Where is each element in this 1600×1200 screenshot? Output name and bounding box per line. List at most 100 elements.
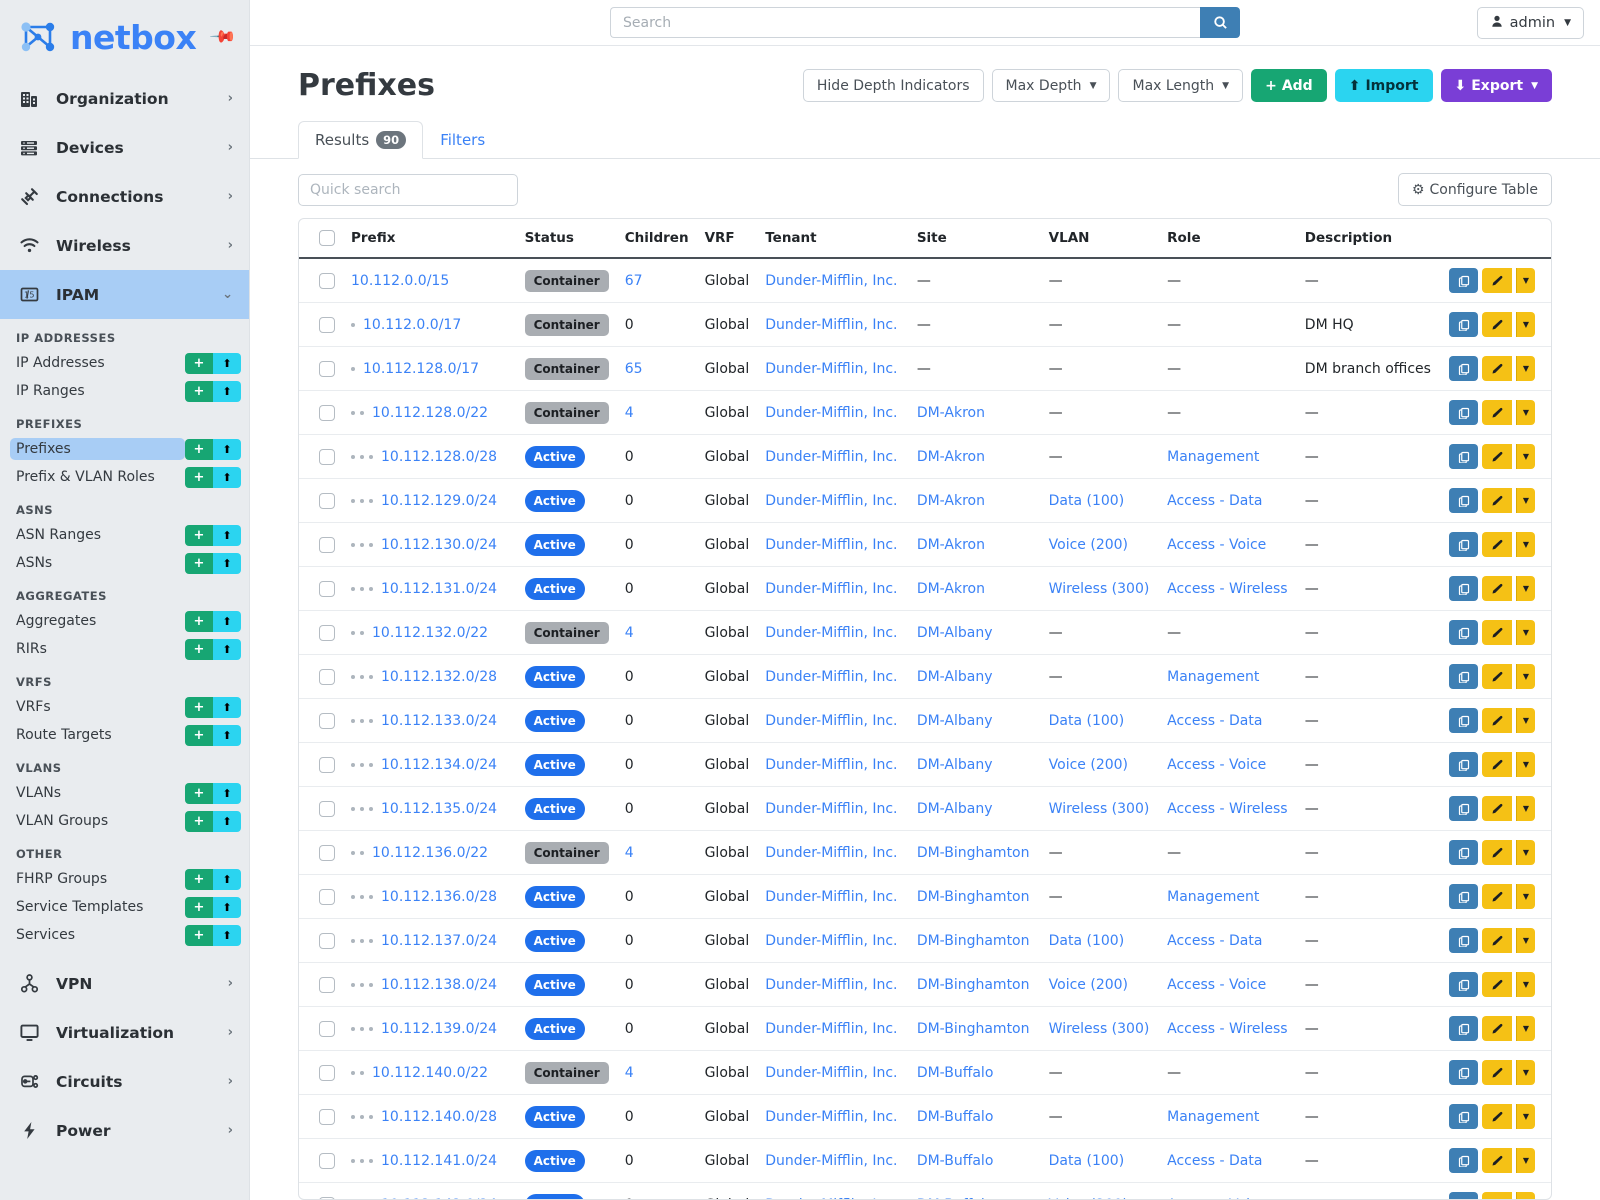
row-checkbox[interactable]	[319, 580, 335, 597]
row-more-dropdown[interactable]: ▼	[1516, 1016, 1535, 1041]
tab-filters[interactable]: Filters	[423, 121, 502, 159]
column-header-description[interactable]: Description	[1296, 219, 1439, 259]
column-header-vlan[interactable]: VLAN	[1040, 219, 1160, 259]
site-link[interactable]: DM-Binghamton	[916, 888, 1030, 905]
column-header-prefix[interactable]: Prefix	[343, 219, 517, 259]
tenant-link[interactable]: Dunder-Mifflin, Inc.	[765, 448, 898, 465]
site-link[interactable]: DM-Albany	[916, 668, 993, 685]
sidebar-item-ip-addresses[interactable]: IP Addresses + ⬆	[0, 349, 249, 377]
clone-button[interactable]	[1449, 268, 1478, 293]
sidebar-item-devices[interactable]: Devices ›	[0, 123, 249, 172]
sidebar-item-route-targets[interactable]: Route Targets + ⬆	[0, 721, 249, 749]
vlan-link[interactable]: Data (100)	[1048, 712, 1125, 729]
children-link[interactable]: 4	[624, 1064, 634, 1081]
plus-icon[interactable]: +	[185, 810, 213, 832]
column-header-children[interactable]: Children	[616, 219, 697, 259]
edit-button[interactable]	[1482, 356, 1512, 381]
tenant-link[interactable]: Dunder-Mifflin, Inc.	[765, 1020, 898, 1037]
upload-icon[interactable]: ⬆	[213, 552, 241, 574]
upload-icon[interactable]: ⬆	[213, 524, 241, 546]
role-link[interactable]: Access - Wireless	[1167, 580, 1288, 597]
tenant-link[interactable]: Dunder-Mifflin, Inc.	[765, 492, 898, 509]
row-checkbox[interactable]	[319, 624, 335, 641]
upload-icon[interactable]: ⬆	[213, 696, 241, 718]
tenant-link[interactable]: Dunder-Mifflin, Inc.	[765, 888, 898, 905]
site-link[interactable]: DM-Buffalo	[916, 1108, 994, 1125]
tenant-link[interactable]: Dunder-Mifflin, Inc.	[765, 360, 898, 377]
row-more-dropdown[interactable]: ▼	[1516, 752, 1535, 777]
vlan-link[interactable]: Wireless (300)	[1048, 800, 1150, 817]
plus-icon[interactable]: +	[185, 724, 213, 746]
tenant-link[interactable]: Dunder-Mifflin, Inc.	[765, 1108, 898, 1125]
row-more-dropdown[interactable]: ▼	[1516, 840, 1535, 865]
tenant-link[interactable]: Dunder-Mifflin, Inc.	[765, 536, 898, 553]
clone-button[interactable]	[1449, 752, 1478, 777]
row-more-dropdown[interactable]: ▼	[1516, 532, 1535, 557]
column-header-vrf[interactable]: VRF	[696, 219, 758, 259]
prefix-link[interactable]: 10.112.131.0/24	[381, 580, 498, 597]
prefix-link[interactable]: 10.112.135.0/24	[381, 800, 498, 817]
children-link[interactable]: 4	[624, 844, 634, 861]
max-length-dropdown[interactable]: Max Length ▼	[1118, 69, 1244, 102]
row-checkbox[interactable]	[319, 668, 335, 685]
search-input[interactable]	[610, 7, 1200, 38]
clone-button[interactable]	[1449, 1192, 1478, 1199]
row-more-dropdown[interactable]: ▼	[1516, 884, 1535, 909]
clone-button[interactable]	[1449, 312, 1478, 337]
row-checkbox[interactable]	[319, 1064, 335, 1081]
prefix-link[interactable]: 10.112.133.0/24	[381, 712, 498, 729]
tenant-link[interactable]: Dunder-Mifflin, Inc.	[765, 580, 898, 597]
prefix-link[interactable]: 10.112.0.0/15	[351, 272, 450, 289]
clone-button[interactable]	[1449, 488, 1478, 513]
tenant-link[interactable]: Dunder-Mifflin, Inc.	[765, 800, 898, 817]
prefix-link[interactable]: 10.112.141.0/24	[381, 1152, 498, 1169]
row-checkbox[interactable]	[319, 316, 335, 333]
tenant-link[interactable]: Dunder-Mifflin, Inc.	[765, 976, 898, 993]
prefix-link[interactable]: 10.112.128.0/17	[363, 360, 480, 377]
sidebar-item-circuits[interactable]: Circuits ›	[0, 1057, 249, 1106]
edit-button[interactable]	[1482, 1192, 1512, 1199]
edit-button[interactable]	[1482, 840, 1512, 865]
sidebar-item-asns[interactable]: ASNs + ⬆	[0, 549, 249, 577]
prefix-link[interactable]: 10.112.129.0/24	[381, 492, 498, 509]
clone-button[interactable]	[1449, 1016, 1478, 1041]
edit-button[interactable]	[1482, 1148, 1512, 1173]
prefix-link[interactable]: 10.112.136.0/28	[381, 888, 498, 905]
row-checkbox[interactable]	[319, 1152, 335, 1169]
edit-button[interactable]	[1482, 620, 1512, 645]
row-checkbox[interactable]	[319, 404, 335, 421]
row-checkbox[interactable]	[319, 492, 335, 509]
row-more-dropdown[interactable]: ▼	[1516, 356, 1535, 381]
role-link[interactable]: Access - Data	[1167, 712, 1263, 729]
tenant-link[interactable]: Dunder-Mifflin, Inc.	[765, 404, 898, 421]
role-link[interactable]: Management	[1167, 448, 1260, 465]
site-link[interactable]: DM-Binghamton	[916, 932, 1030, 949]
prefix-link[interactable]: 10.112.130.0/24	[381, 536, 498, 553]
row-checkbox[interactable]	[319, 712, 335, 729]
user-menu-button[interactable]: admin ▼	[1476, 6, 1584, 39]
import-button[interactable]: ⬆ Import	[1334, 69, 1433, 102]
row-checkbox[interactable]	[319, 800, 335, 817]
tenant-link[interactable]: Dunder-Mifflin, Inc.	[765, 316, 898, 333]
plus-icon[interactable]: +	[185, 924, 213, 946]
max-depth-dropdown[interactable]: Max Depth ▼	[991, 69, 1111, 102]
row-checkbox[interactable]	[319, 360, 335, 377]
row-more-dropdown[interactable]: ▼	[1516, 488, 1535, 513]
column-header-site[interactable]: Site	[908, 219, 1041, 259]
row-checkbox[interactable]	[319, 536, 335, 553]
clone-button[interactable]	[1449, 796, 1478, 821]
clone-button[interactable]	[1449, 1060, 1478, 1085]
upload-icon[interactable]: ⬆	[213, 438, 241, 460]
site-link[interactable]: DM-Binghamton	[916, 844, 1030, 861]
prefix-link[interactable]: 10.112.140.0/22	[372, 1064, 489, 1081]
clone-button[interactable]	[1449, 928, 1478, 953]
plus-icon[interactable]: +	[185, 696, 213, 718]
sidebar-item-vpn[interactable]: VPN ›	[0, 959, 249, 1008]
plus-icon[interactable]: +	[185, 782, 213, 804]
upload-icon[interactable]: ⬆	[213, 924, 241, 946]
row-more-dropdown[interactable]: ▼	[1516, 620, 1535, 645]
row-checkbox[interactable]	[319, 976, 335, 993]
row-checkbox[interactable]	[319, 1108, 335, 1125]
tab-results[interactable]: Results 90	[298, 121, 424, 159]
export-button[interactable]: ⬇ Export ▼	[1440, 69, 1552, 102]
